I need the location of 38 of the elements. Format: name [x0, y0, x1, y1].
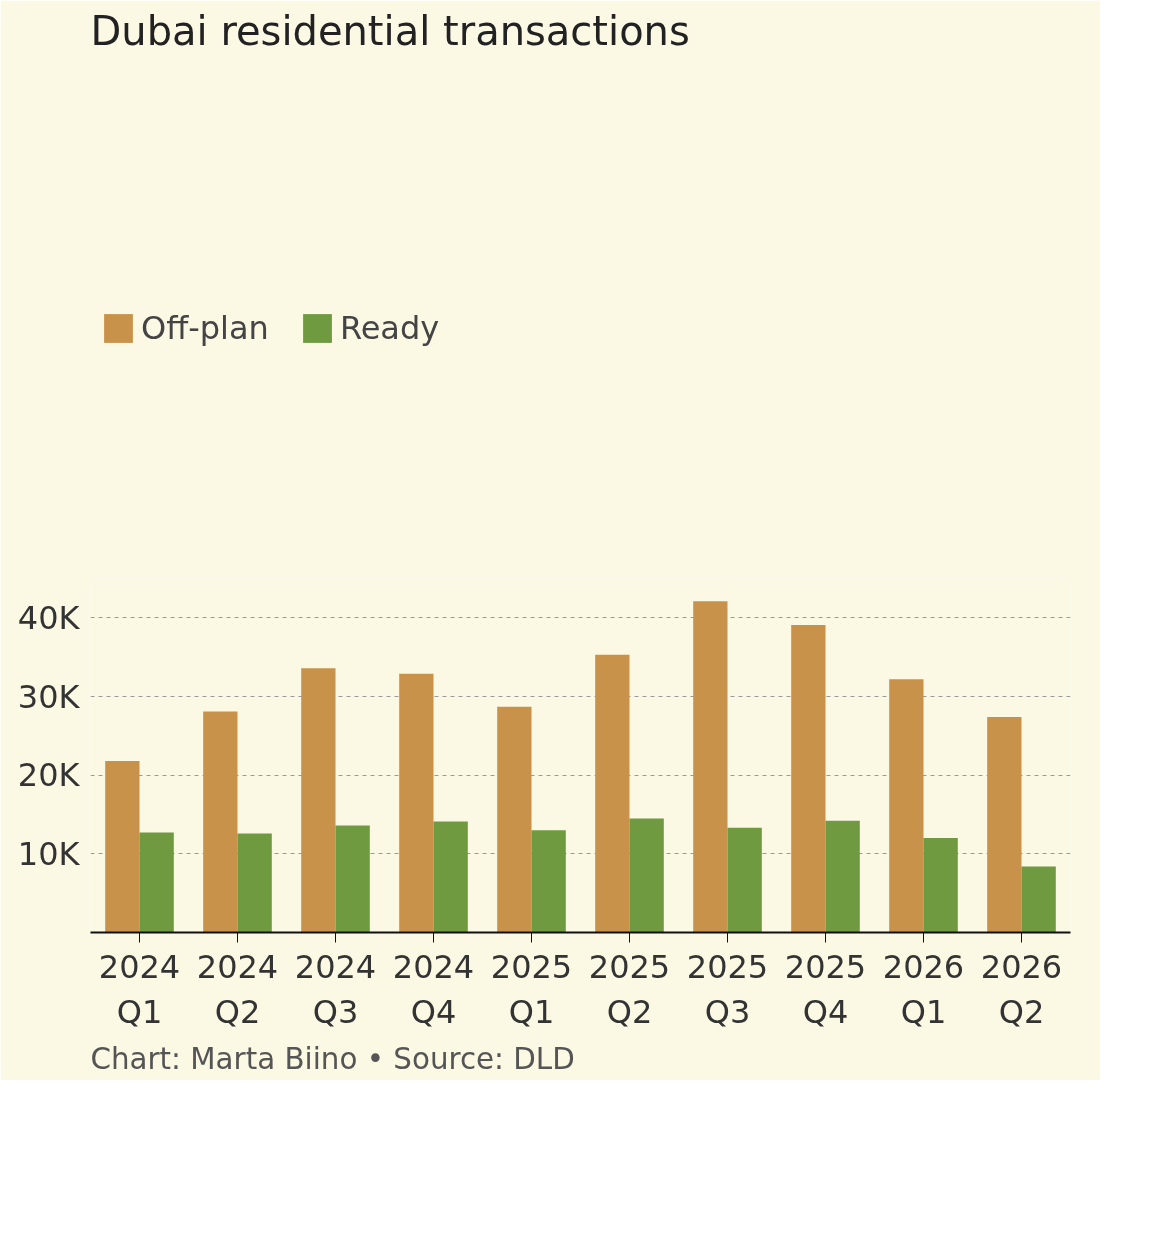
y-tick-label: 30K: [17, 677, 81, 716]
bar: [497, 706, 532, 933]
bar: [203, 711, 238, 933]
legend-label: Ready: [339, 309, 440, 347]
y-tick-label: 40K: [17, 598, 81, 637]
x-tick-label: 2025 Q4: [784, 947, 867, 1032]
bar: [987, 716, 1022, 933]
bar: [335, 825, 370, 933]
bar: [105, 761, 140, 933]
y-tick-label: 20K: [17, 756, 81, 795]
x-tick-label: 2024 Q2: [196, 947, 279, 1032]
bar: [629, 818, 664, 933]
bar: [825, 820, 860, 933]
x-tick-label: 2024 Q1: [98, 947, 181, 1032]
bar: [399, 673, 434, 933]
x-tick-label: 2026 Q2: [980, 947, 1063, 1032]
x-tick-label: 2026 Q1: [882, 947, 965, 1032]
bar: [1021, 866, 1056, 933]
bar: [791, 624, 826, 933]
bar: [301, 668, 336, 933]
x-tick-label: 2024 Q4: [392, 947, 475, 1032]
bar: [889, 679, 924, 933]
text: Chart: Marta Biino • Source: DLD: [90, 1041, 575, 1076]
bar: [727, 827, 762, 933]
bar: [433, 821, 468, 933]
bar: [693, 601, 728, 933]
bar: [595, 654, 630, 933]
bar: [923, 838, 958, 933]
bar: [139, 832, 174, 933]
legend-label: Off-plan: [141, 309, 269, 347]
y-tick-label: 10K: [17, 834, 81, 873]
bar: [237, 833, 272, 933]
x-tick-label: 2025 Q2: [588, 947, 671, 1032]
chart-title: Dubai residential transactions: [90, 7, 690, 54]
x-tick-label: 2024 Q3: [294, 947, 377, 1032]
x-tick-label: 2025 Q1: [490, 947, 573, 1032]
bar: [531, 830, 566, 933]
x-tick-label: 2025 Q3: [686, 947, 769, 1032]
